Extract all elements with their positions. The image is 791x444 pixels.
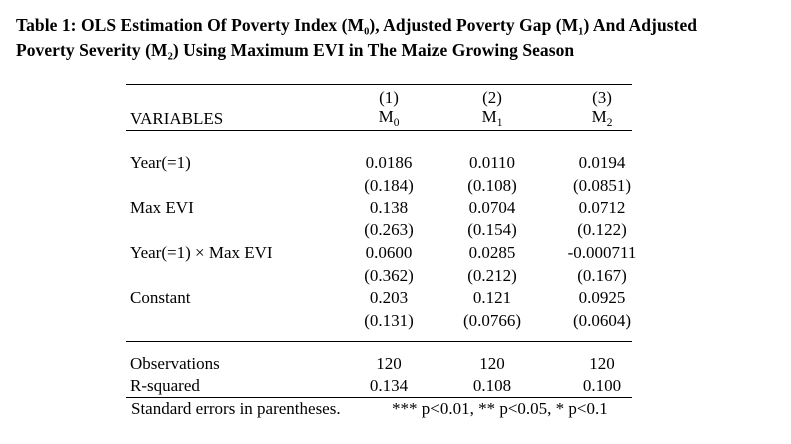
se-max-evi-m0: (0.263) bbox=[364, 220, 414, 239]
caption-line-1: Table 1: OLS Estimation Of Poverty Index… bbox=[16, 15, 698, 35]
se-constant-m1: (0.0766) bbox=[462, 311, 522, 330]
column-number-1: (1) bbox=[379, 88, 399, 107]
se-interaction-m0: (0.362) bbox=[364, 266, 414, 285]
r-squared-m1: 0.108 bbox=[472, 376, 512, 395]
coef-constant-m1: 0.121 bbox=[472, 288, 512, 307]
column-number-3: (3) bbox=[592, 88, 612, 107]
header-rule bbox=[126, 130, 632, 131]
coef-max-evi-m1: 0.0704 bbox=[468, 198, 516, 217]
r-squared-m2: 0.100 bbox=[582, 376, 622, 395]
se-year-m1: (0.108) bbox=[467, 176, 517, 195]
row-label-interaction: Year(=1) × Max EVI bbox=[130, 243, 273, 262]
coef-year-m1: 0.0110 bbox=[468, 153, 516, 172]
se-constant-m2: (0.0604) bbox=[572, 311, 632, 330]
coef-interaction-m1: 0.0285 bbox=[468, 243, 516, 262]
row-label-constant: Constant bbox=[130, 288, 191, 307]
row-label-observations: Observations bbox=[130, 354, 220, 373]
se-year-m0: (0.184) bbox=[364, 176, 414, 195]
se-max-evi-m1: (0.154) bbox=[467, 220, 517, 239]
standard-errors-note: Standard errors in parentheses. bbox=[131, 399, 341, 418]
se-year-m2: (0.0851) bbox=[572, 176, 632, 195]
observations-m2: 120 bbox=[589, 354, 615, 373]
observations-m1: 120 bbox=[479, 354, 505, 373]
coef-year-m2: 0.0194 bbox=[578, 153, 626, 172]
row-label-r-squared: R-squared bbox=[130, 376, 200, 395]
se-constant-m0: (0.131) bbox=[364, 311, 414, 330]
column-title-2: M1 bbox=[481, 107, 503, 129]
coef-interaction-m2: -0.000711 bbox=[567, 243, 637, 262]
column-title-1: M0 bbox=[378, 107, 400, 129]
coef-constant-m0: 0.203 bbox=[369, 288, 409, 307]
row-label-max-evi: Max EVI bbox=[130, 198, 194, 217]
r-squared-m0: 0.134 bbox=[369, 376, 409, 395]
observations-m0: 120 bbox=[376, 354, 402, 373]
column-number-2: (2) bbox=[482, 88, 502, 107]
table-top-rule bbox=[126, 84, 632, 85]
se-interaction-m2: (0.167) bbox=[577, 266, 627, 285]
se-max-evi-m2: (0.122) bbox=[577, 220, 627, 239]
coef-max-evi-m2: 0.0712 bbox=[578, 198, 626, 217]
coef-year-m0: 0.0186 bbox=[365, 153, 413, 172]
coef-constant-m2: 0.0925 bbox=[578, 288, 626, 307]
row-label-year: Year(=1) bbox=[130, 153, 191, 172]
caption-line-2: Poverty Severity (M₂) Using Maximum EVI … bbox=[16, 40, 575, 60]
coef-max-evi-m0: 0.138 bbox=[369, 198, 409, 217]
column-title-3: M2 bbox=[591, 107, 613, 129]
coef-interaction-m0: 0.0600 bbox=[365, 243, 413, 262]
table-bottom-rule bbox=[126, 397, 632, 398]
se-interaction-m1: (0.212) bbox=[467, 266, 517, 285]
stats-rule bbox=[126, 341, 632, 342]
significance-note: *** p<0.01, ** p<0.05, * p<0.1 bbox=[392, 399, 608, 418]
table-caption: Table 1: OLS Estimation Of Poverty Index… bbox=[16, 13, 781, 63]
variables-header: VARIABLES bbox=[130, 109, 224, 128]
